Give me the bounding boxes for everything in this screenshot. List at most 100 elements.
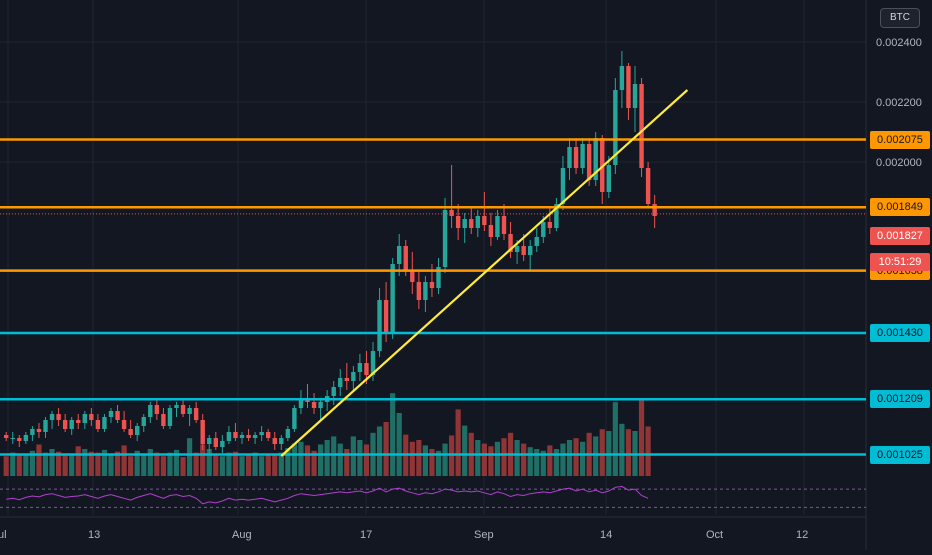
candle-body xyxy=(36,429,42,432)
candle-body xyxy=(488,225,494,237)
candle-body xyxy=(416,282,422,300)
candle-body xyxy=(4,435,9,438)
volume-bar xyxy=(488,446,494,476)
candle-body xyxy=(351,372,356,381)
candle-body xyxy=(469,219,474,228)
y-tick-label: 0.002400 xyxy=(876,37,922,49)
candle-body xyxy=(475,216,480,228)
volume-bar xyxy=(134,450,140,476)
volume-bar xyxy=(534,449,540,476)
candle-body xyxy=(639,84,644,168)
candle-body xyxy=(528,246,533,255)
candle-body xyxy=(573,147,579,168)
candle-body xyxy=(62,420,68,429)
candle-body xyxy=(161,414,166,426)
candle-body xyxy=(495,216,500,237)
volume-bar xyxy=(514,440,520,476)
candle-body xyxy=(220,441,225,447)
volume-bar xyxy=(114,451,121,476)
volume-bar xyxy=(29,450,35,476)
candle-body xyxy=(259,432,264,435)
volume-bar xyxy=(416,440,422,476)
candle-body xyxy=(547,222,553,228)
volume-bar xyxy=(481,443,487,476)
candle-body xyxy=(108,411,114,417)
volume-bar xyxy=(560,443,566,476)
volume-bar xyxy=(75,446,81,476)
candle-body xyxy=(148,405,153,417)
volume-bar xyxy=(160,456,166,476)
volume-bar xyxy=(272,455,278,476)
candle-body xyxy=(154,405,160,414)
candle-body xyxy=(606,165,611,192)
volume-bar xyxy=(16,455,22,476)
candle-body xyxy=(449,210,454,216)
volume-bar xyxy=(95,452,101,476)
candle-body xyxy=(10,438,15,439)
volume-bar xyxy=(285,448,291,476)
volume-bar xyxy=(612,402,618,476)
candle-body xyxy=(482,216,487,225)
candle-body xyxy=(121,420,127,429)
volume-bar xyxy=(442,443,448,476)
volume-bar xyxy=(619,423,625,476)
candle-body xyxy=(554,204,559,228)
volume-bar xyxy=(193,452,199,476)
candle-body xyxy=(344,378,349,381)
volume-bar xyxy=(167,452,173,476)
volume-bar xyxy=(435,450,442,476)
candle-body xyxy=(514,246,520,252)
x-tick-label: Sep xyxy=(474,529,494,541)
volume-bar xyxy=(580,441,586,476)
volume-bar xyxy=(232,451,239,476)
candle-body xyxy=(49,414,55,420)
candle-body xyxy=(383,300,389,333)
level-price-tag: 0.001430 xyxy=(870,324,930,342)
volume-bar xyxy=(363,444,370,476)
candle-body xyxy=(213,438,218,447)
candle-body xyxy=(462,219,467,228)
volume-bar xyxy=(82,449,88,476)
volume-bar xyxy=(69,453,75,476)
volume-bar xyxy=(147,449,153,476)
symbol-badge[interactable]: BTC xyxy=(880,8,920,28)
candle-body xyxy=(593,138,598,180)
candle-body xyxy=(272,438,277,444)
candle-body xyxy=(586,144,592,180)
volume-bar xyxy=(501,438,507,476)
candle-body xyxy=(226,432,232,441)
candle-body xyxy=(560,168,566,204)
candle-body xyxy=(180,405,186,414)
volume-bar xyxy=(239,456,245,476)
candle-body xyxy=(246,435,251,438)
x-tick-label: 13 xyxy=(88,529,100,541)
volume-bar xyxy=(331,436,337,476)
volume-bar xyxy=(553,449,559,476)
volume-bar xyxy=(265,454,271,476)
volume-bar xyxy=(56,451,62,476)
x-tick-label: Aug xyxy=(232,529,252,541)
candle-body xyxy=(17,438,22,441)
volume-bar xyxy=(396,413,402,476)
candle-body xyxy=(619,66,625,90)
candle-body xyxy=(331,387,336,396)
candle-body xyxy=(23,435,29,441)
candle-body xyxy=(187,408,192,414)
volume-bar xyxy=(154,452,160,476)
volume-bar xyxy=(206,449,212,476)
volume-bar xyxy=(62,454,68,476)
candle-body xyxy=(403,246,408,270)
volume-bar xyxy=(180,457,186,476)
candle-body xyxy=(626,66,631,108)
candle-body xyxy=(292,408,297,429)
volume-bar xyxy=(141,453,147,476)
candle-body xyxy=(357,363,363,372)
candle-body xyxy=(115,411,120,420)
volume-bar xyxy=(350,436,356,476)
candle-body xyxy=(455,216,461,228)
volume-bar xyxy=(311,450,317,476)
candle-body xyxy=(501,216,507,234)
volume-bar xyxy=(383,422,389,476)
candle-body xyxy=(645,168,651,204)
